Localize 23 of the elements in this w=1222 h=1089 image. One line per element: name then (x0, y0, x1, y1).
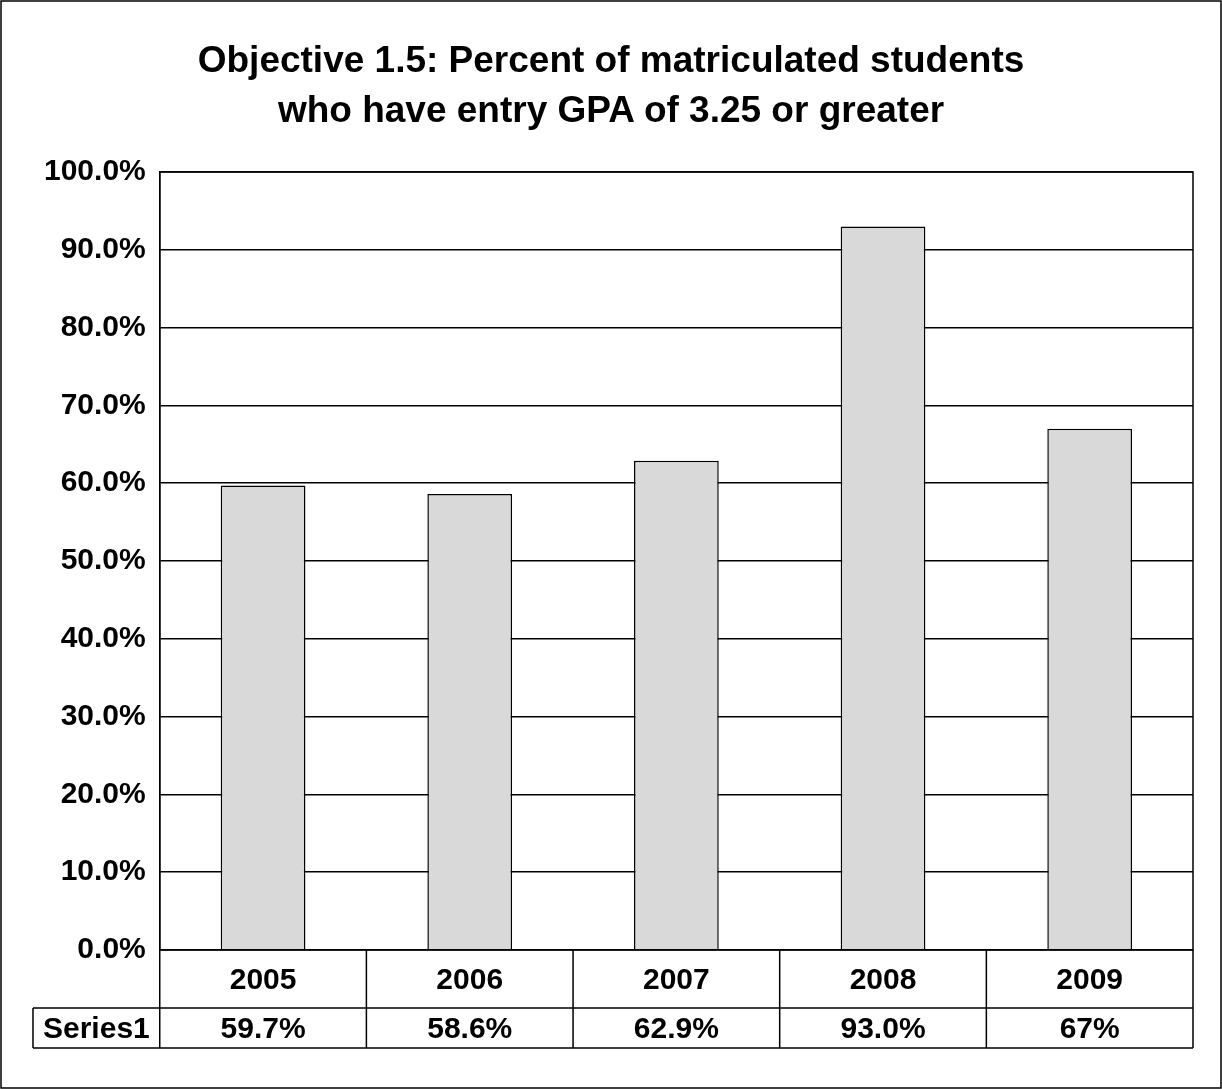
data-label: 93.0% (840, 1011, 926, 1045)
data-label: 59.7% (220, 1011, 306, 1045)
y-tick-label: 0.0% (77, 931, 146, 965)
y-tick-label: 80.0% (60, 308, 146, 342)
y-tick-label: 10.0% (60, 853, 146, 887)
x-tick-label: 2007 (643, 962, 710, 996)
y-tick-label: 90.0% (60, 231, 146, 265)
y-tick-label: 50.0% (60, 542, 146, 576)
y-tick-label: 30.0% (60, 697, 146, 731)
y-tick-label: 100.0% (44, 153, 146, 187)
data-label: 62.9% (633, 1011, 719, 1045)
y-tick-label: 70.0% (60, 386, 146, 420)
y-tick-label: 60.0% (60, 464, 146, 498)
y-tick-label: 20.0% (60, 775, 146, 809)
x-tick-label: 2008 (849, 962, 917, 996)
x-tick-label: 2009 (1056, 962, 1124, 996)
x-tick-label: 2006 (436, 962, 504, 996)
x-tick-label: 2005 (229, 962, 297, 996)
data-label: 67% (1059, 1011, 1120, 1045)
text: Series1 (42, 1011, 150, 1045)
chart-title: Objective 1.5: Percent of matriculated students who have entry GPA of 3.25 or greater (197, 39, 1025, 131)
data-label: 58.6% (427, 1011, 513, 1045)
y-tick-label: 40.0% (60, 620, 146, 654)
